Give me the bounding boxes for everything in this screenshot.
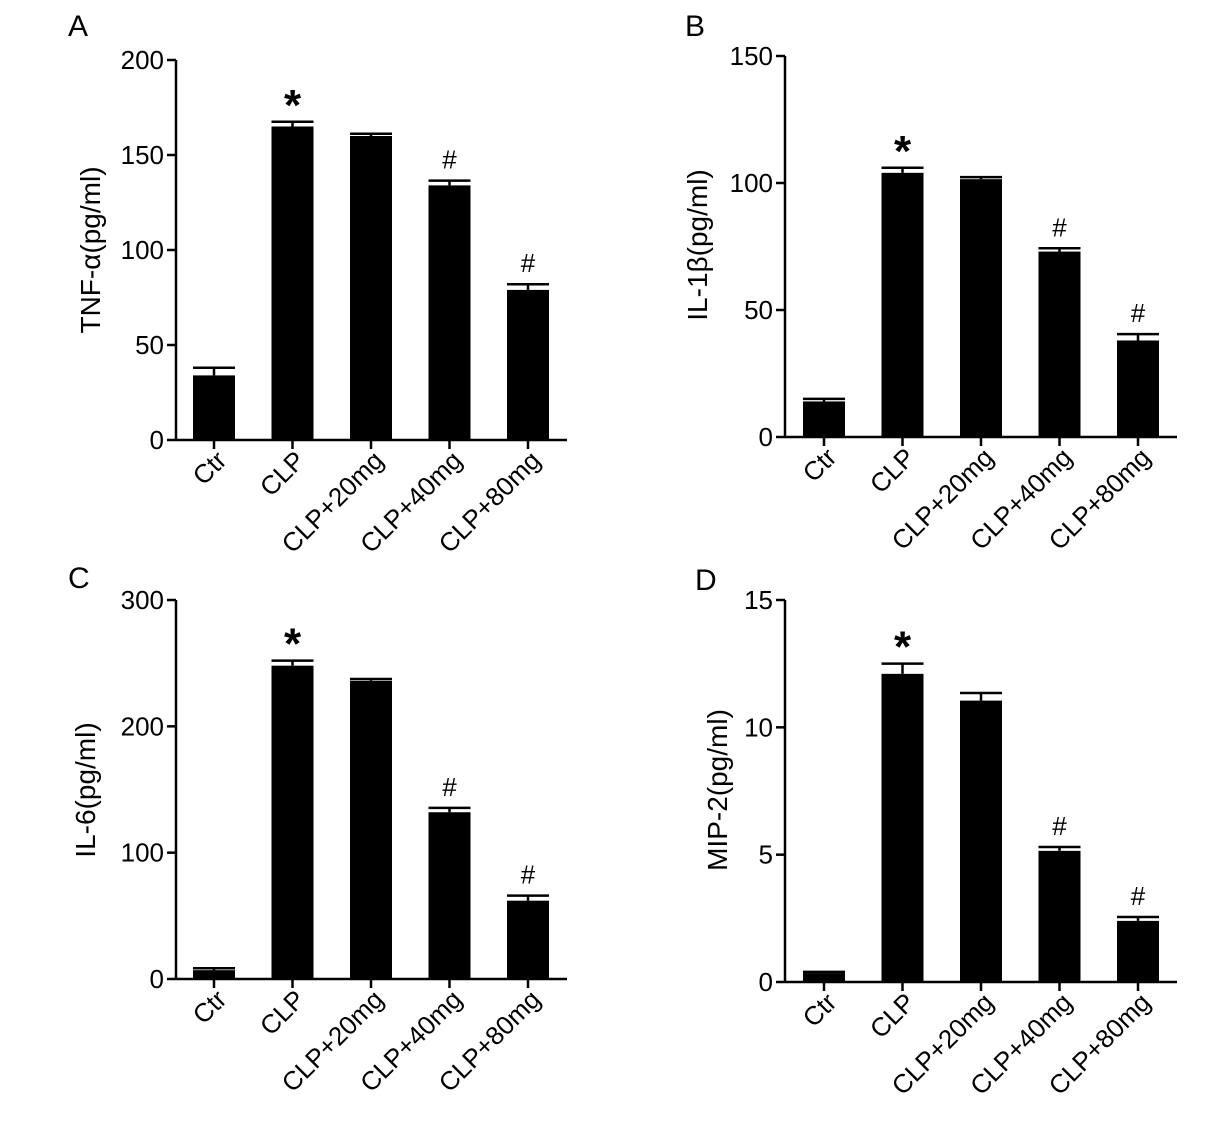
y-tick-label: 0 <box>150 425 164 455</box>
y-tick-label: 300 <box>121 585 164 615</box>
bar <box>1117 340 1159 437</box>
bar <box>507 900 549 979</box>
category-label: CLP <box>864 442 921 499</box>
significance-hash: # <box>1131 298 1146 328</box>
y-axis-label: IL-6(pg/ml) <box>70 722 101 857</box>
bar <box>193 970 235 979</box>
panel-letter: A <box>68 10 88 43</box>
category-label: Ctr <box>187 984 233 1030</box>
bar <box>803 973 845 982</box>
bar <box>803 401 845 437</box>
y-tick-label: 100 <box>730 168 773 198</box>
category-label: Ctr <box>187 445 233 491</box>
bar <box>1038 251 1081 437</box>
significance-star: * <box>284 620 302 669</box>
y-axis-label: MIP-2(pg/ml) <box>702 709 733 871</box>
y-tick-label: 50 <box>744 295 773 325</box>
y-tick-label: 200 <box>121 711 164 741</box>
category-label: CLP <box>864 987 921 1044</box>
panel-letter: C <box>68 562 90 595</box>
y-tick-label: 0 <box>759 422 773 452</box>
bar <box>960 700 1002 982</box>
y-tick-label: 150 <box>121 140 164 170</box>
bar <box>350 136 392 440</box>
bar <box>271 126 314 440</box>
y-axis-label: IL-1β(pg/ml) <box>682 169 713 320</box>
y-tick-label: 15 <box>744 585 773 615</box>
bar <box>350 680 392 979</box>
panel-letter: B <box>685 10 705 43</box>
y-tick-label: 200 <box>121 45 164 75</box>
significance-hash: # <box>521 860 536 890</box>
significance-hash: # <box>521 248 536 278</box>
y-tick-label: 5 <box>759 840 773 870</box>
category-label: CLP <box>254 984 311 1041</box>
category-label: Ctr <box>797 987 843 1033</box>
y-tick-label: 0 <box>150 964 164 994</box>
y-axis-label: TNF-α(pg/ml) <box>75 166 106 333</box>
significance-hash: # <box>1052 212 1067 242</box>
bar <box>428 185 471 440</box>
bar <box>428 812 471 979</box>
bar <box>193 375 235 440</box>
y-tick-label: 50 <box>135 330 164 360</box>
significance-hash: # <box>1131 881 1146 911</box>
significance-star: * <box>284 81 302 130</box>
y-tick-label: 100 <box>121 235 164 265</box>
bar <box>271 665 314 979</box>
bar <box>960 179 1002 437</box>
significance-hash: # <box>442 145 457 175</box>
panel-letter: D <box>695 564 717 597</box>
y-tick-label: 150 <box>730 41 773 71</box>
significance-star: * <box>894 623 912 672</box>
significance-hash: # <box>1052 811 1067 841</box>
bar <box>507 289 549 440</box>
category-label: Ctr <box>797 442 843 488</box>
significance-star: * <box>894 127 912 176</box>
category-label: CLP <box>254 445 311 502</box>
y-tick-label: 10 <box>744 712 773 742</box>
y-tick-label: 0 <box>759 967 773 997</box>
bar <box>1117 920 1159 982</box>
bar <box>1038 850 1081 982</box>
significance-hash: # <box>442 772 457 802</box>
y-tick-label: 100 <box>121 838 164 868</box>
bar <box>881 673 924 982</box>
bar <box>881 172 924 437</box>
